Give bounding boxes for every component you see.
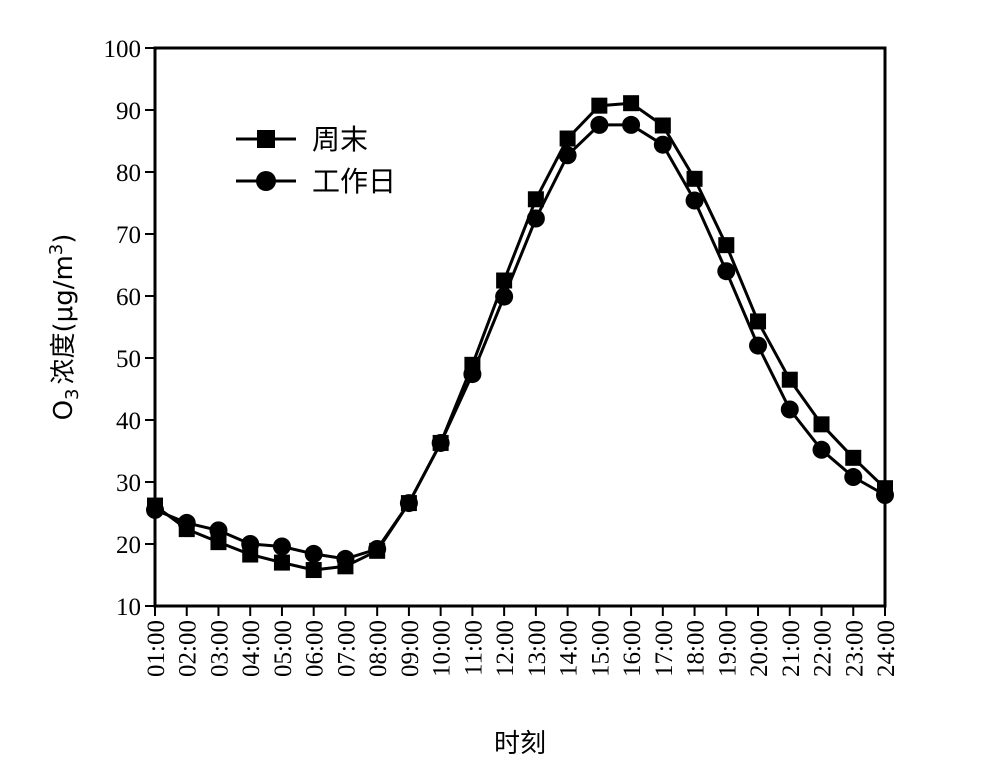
plot-frame bbox=[153, 46, 887, 608]
data-point-square bbox=[718, 237, 735, 254]
x-tick-label: 03:00 bbox=[206, 620, 233, 677]
series-layer bbox=[146, 95, 894, 579]
legend-label-weekday: 工作日 bbox=[312, 165, 396, 198]
data-point-circle bbox=[558, 146, 577, 165]
data-point-circle bbox=[590, 115, 609, 134]
data-point-circle bbox=[653, 135, 672, 154]
x-tick-label: 07:00 bbox=[333, 620, 360, 677]
y-title-prefix: O bbox=[49, 400, 79, 420]
data-point-circle bbox=[717, 262, 736, 281]
x-tick-label: 04:00 bbox=[238, 620, 265, 677]
data-point-circle bbox=[463, 365, 482, 384]
x-tick-label: 01:00 bbox=[143, 620, 170, 677]
legend: 周末 工作日 bbox=[236, 123, 396, 198]
data-point-circle bbox=[622, 115, 641, 134]
data-point-circle bbox=[304, 544, 323, 563]
data-point-circle bbox=[399, 494, 418, 513]
legend-marker-circle bbox=[256, 171, 276, 191]
data-point-circle bbox=[272, 537, 291, 556]
x-tick-label: 09:00 bbox=[397, 620, 424, 677]
data-point-square bbox=[686, 170, 703, 187]
y-axis-title: O3浓度(μg/m3) bbox=[46, 234, 83, 421]
x-tick-label: 11:00 bbox=[460, 620, 487, 676]
data-point-circle bbox=[844, 468, 863, 487]
x-tick-label: 05:00 bbox=[270, 620, 297, 677]
data-point-square bbox=[591, 97, 608, 114]
y-tick-label: 20 bbox=[116, 532, 141, 559]
x-tick-label: 23:00 bbox=[841, 620, 868, 677]
legend-entry-weekday: 工作日 bbox=[236, 165, 396, 198]
data-point-circle bbox=[431, 433, 450, 452]
y-tick-label: 60 bbox=[116, 284, 141, 311]
data-point-circle bbox=[876, 486, 894, 505]
x-tick-label: 13:00 bbox=[524, 620, 551, 677]
x-axis-title: 时刻 bbox=[494, 729, 546, 759]
data-point-square bbox=[781, 371, 798, 388]
x-tick-label: 17:00 bbox=[651, 620, 678, 677]
data-point-square bbox=[813, 416, 830, 433]
data-point-circle bbox=[209, 521, 228, 540]
x-tick-label: 02:00 bbox=[175, 620, 202, 677]
x-tick-label: 20:00 bbox=[746, 620, 773, 677]
data-point-square bbox=[623, 95, 640, 112]
data-point-circle bbox=[368, 539, 387, 558]
x-tick-label: 12:00 bbox=[492, 620, 519, 677]
y-tick-label: 90 bbox=[116, 98, 141, 125]
y-tick-label: 80 bbox=[116, 160, 141, 187]
legend-label-weekend: 周末 bbox=[312, 123, 368, 156]
x-tick-label: 06:00 bbox=[302, 620, 329, 677]
legend-entry-weekend: 周末 bbox=[236, 123, 368, 156]
series-weekday bbox=[146, 115, 894, 568]
data-point-square bbox=[527, 191, 544, 208]
y-title-middle: 浓度(μg/m bbox=[49, 255, 79, 384]
x-tick-label: 08:00 bbox=[365, 620, 392, 677]
x-tick-label: 24:00 bbox=[873, 620, 900, 677]
x-tick-label: 10:00 bbox=[429, 620, 456, 677]
legend-marker-square bbox=[257, 130, 275, 148]
y-title-superscript: 3 bbox=[46, 244, 67, 255]
x-tick-label: 14:00 bbox=[556, 620, 583, 677]
data-point-square bbox=[305, 562, 322, 579]
data-point-circle bbox=[241, 535, 260, 553]
data-point-circle bbox=[749, 336, 768, 355]
data-point-circle bbox=[495, 287, 514, 306]
data-point-circle bbox=[177, 513, 196, 532]
x-tick-label: 21:00 bbox=[778, 620, 805, 677]
y-title-subscript: 3 bbox=[62, 388, 83, 399]
data-point-circle bbox=[336, 549, 355, 568]
x-tick-label: 16:00 bbox=[619, 620, 646, 677]
y-tick-label: 100 bbox=[104, 36, 142, 63]
x-tick-label: 22:00 bbox=[810, 620, 837, 677]
data-point-circle bbox=[812, 440, 831, 459]
data-point-square bbox=[559, 130, 576, 147]
data-point-circle bbox=[526, 209, 545, 228]
data-point-circle bbox=[146, 500, 164, 519]
y-tick-label: 30 bbox=[116, 470, 141, 497]
data-point-square bbox=[845, 449, 862, 466]
data-point-square bbox=[273, 554, 290, 571]
y-tick-label: 50 bbox=[116, 346, 141, 373]
data-point-square bbox=[750, 313, 767, 330]
x-tick-label: 15:00 bbox=[587, 620, 614, 677]
y-tick-label: 40 bbox=[116, 408, 141, 435]
y-tick-label: 70 bbox=[116, 222, 141, 249]
y-axis: 10 20 30 40 50 60 70 80 90 100 bbox=[104, 36, 155, 621]
series-weekend bbox=[147, 95, 893, 579]
y-tick-label: 10 bbox=[116, 594, 141, 621]
x-tick-label: 18:00 bbox=[683, 620, 710, 677]
y-title-suffix: ) bbox=[49, 234, 79, 244]
x-tick-label: 19:00 bbox=[714, 620, 741, 677]
x-axis: 01:00 02:00 03:00 04:00 05:00 06:00 07:00 08:00… bbox=[143, 606, 900, 677]
data-point-square bbox=[654, 117, 671, 134]
data-point-circle bbox=[685, 191, 704, 210]
data-point-circle bbox=[780, 400, 799, 419]
